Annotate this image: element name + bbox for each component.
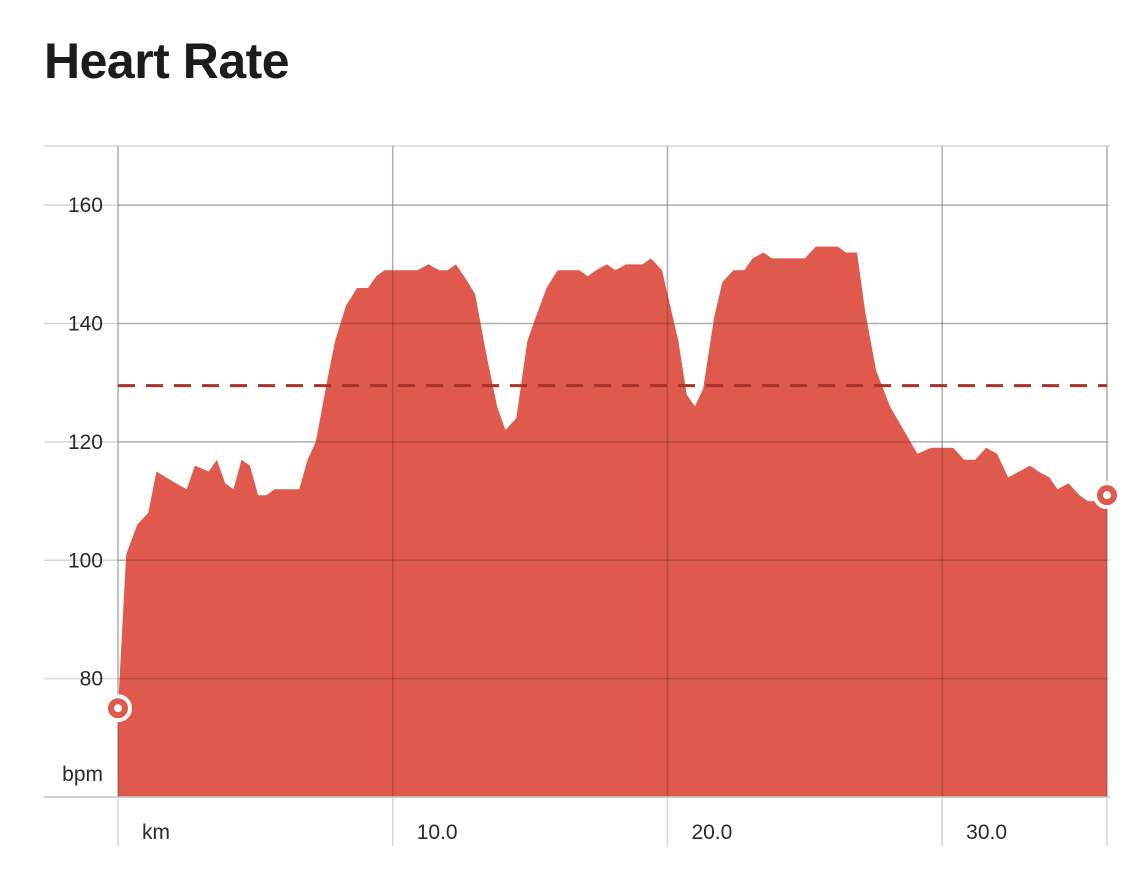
y-tick-label: 120 <box>68 431 103 454</box>
y-tick-label: 80 <box>80 668 103 691</box>
y-axis-tick-labels: 80 100 120 140 160 bpm <box>62 194 103 786</box>
heart-rate-area <box>118 246 1107 798</box>
endpoint-marker-center <box>1103 491 1111 500</box>
y-unit-label: bpm <box>62 763 103 786</box>
y-tick-label: 160 <box>68 194 103 217</box>
overlay-gridlines <box>117 146 1108 797</box>
x-unit-label: km <box>142 821 170 844</box>
x-axis-tick-labels: km 10.0 20.0 30.0 <box>142 821 1007 844</box>
y-tick-label: 140 <box>68 313 103 336</box>
x-tick-label: 30.0 <box>966 821 1007 844</box>
endpoint-marker-center <box>114 704 122 713</box>
endpoint-markers <box>104 481 1121 723</box>
page-title: Heart Rate <box>44 33 290 89</box>
series-layer <box>118 246 1107 798</box>
y-tick-label: 100 <box>68 549 103 572</box>
x-tick-label: 10.0 <box>417 821 458 844</box>
x-tick-label: 20.0 <box>691 821 732 844</box>
